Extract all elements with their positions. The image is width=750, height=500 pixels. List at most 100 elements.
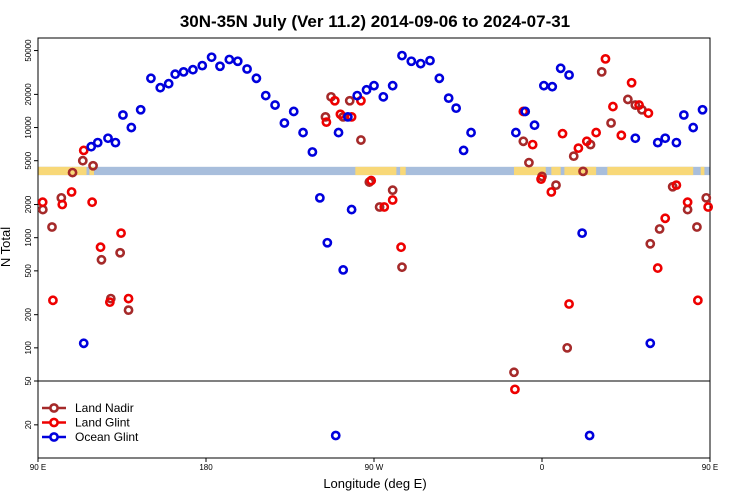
map-strip-land-segment — [400, 166, 406, 176]
data-point — [126, 122, 137, 133]
data-point — [369, 80, 379, 91]
data-point — [562, 342, 573, 353]
y-axis: 20 50 100 200 500 1000 2000 5000 10000 20000 50000 — [24, 39, 38, 429]
x-tick-label: 90 E — [30, 463, 46, 472]
data-point — [546, 187, 557, 197]
data-point — [406, 56, 417, 67]
legend-marker — [49, 417, 59, 428]
data-point — [270, 100, 280, 110]
data-point — [387, 195, 398, 205]
data-point — [692, 295, 703, 306]
data-point — [551, 180, 561, 191]
data-point — [322, 237, 333, 248]
data-point — [47, 222, 57, 232]
series-land-nadir — [37, 67, 712, 378]
data-point — [622, 94, 633, 105]
plot-frame — [37, 37, 711, 459]
data-point — [86, 141, 97, 152]
data-point — [197, 60, 208, 71]
map-strip-land-segment — [38, 166, 87, 176]
legend-label: Ocean Glint — [75, 430, 139, 444]
data-point — [178, 67, 189, 77]
map-strip-land-segment — [89, 166, 94, 176]
map-strip — [38, 166, 710, 176]
data-point — [155, 82, 166, 93]
data-point — [321, 117, 332, 128]
map-strip-land-segment — [607, 166, 694, 176]
data-point — [645, 338, 656, 349]
data-point — [123, 293, 134, 304]
data-point — [692, 222, 702, 232]
data-point — [538, 80, 549, 91]
data-point — [652, 263, 663, 273]
data-point — [288, 106, 299, 117]
data-point — [338, 265, 349, 275]
data-point — [361, 84, 372, 95]
data-point — [333, 127, 344, 138]
data-point — [260, 90, 271, 101]
legend-entry: Ocean Glint — [42, 430, 139, 444]
data-point — [251, 73, 262, 84]
data-point — [103, 133, 113, 144]
data-point — [634, 100, 644, 110]
data-point — [645, 238, 656, 249]
x-tick-label: 0 — [540, 463, 545, 472]
data-point — [88, 160, 98, 171]
data-point — [630, 100, 641, 110]
data-point — [66, 187, 77, 197]
legend-marker — [49, 432, 59, 442]
data-point — [78, 145, 89, 156]
data-point — [626, 77, 637, 88]
series-land-glint — [37, 53, 714, 395]
data-point — [279, 118, 290, 128]
x-tick-label: 90 E — [702, 463, 718, 472]
data-point — [206, 52, 217, 63]
data-point — [564, 70, 574, 80]
y-tick-label: 100 — [24, 341, 33, 355]
data-point — [298, 127, 308, 138]
data-point — [510, 127, 521, 138]
data-point — [320, 111, 331, 122]
data-point — [104, 297, 115, 308]
data-point — [434, 73, 445, 84]
y-tick-label: 50 — [24, 376, 33, 385]
map-strip-land-segment — [551, 166, 561, 176]
data-point — [547, 81, 558, 92]
data-point — [397, 50, 407, 61]
data-point — [135, 104, 146, 115]
data-point — [425, 55, 435, 66]
data-point — [703, 202, 714, 212]
data-point — [314, 192, 325, 203]
data-point — [346, 204, 357, 215]
data-point — [115, 247, 126, 258]
data-point — [37, 197, 48, 208]
data-point — [163, 78, 174, 89]
data-points — [37, 50, 714, 441]
data-point — [510, 384, 520, 395]
data-point — [701, 192, 712, 203]
data-point — [397, 262, 407, 273]
data-point — [330, 430, 341, 441]
data-point — [387, 80, 398, 91]
data-point — [557, 128, 568, 139]
legend-label: Land Glint — [75, 416, 130, 430]
y-tick-label: 20 — [24, 420, 33, 429]
data-point — [616, 130, 627, 141]
data-point — [329, 95, 340, 106]
data-point — [581, 136, 592, 147]
y-tick-label: 20000 — [24, 83, 33, 106]
y-tick-label: 50000 — [24, 39, 33, 62]
data-point — [374, 202, 385, 212]
data-point — [378, 91, 389, 102]
data-point — [606, 118, 616, 128]
chart-title: 30N-35N July (Ver 11.2) 2014-09-06 to 20… — [180, 12, 570, 31]
data-point — [600, 53, 611, 64]
data-point — [118, 110, 128, 120]
y-tick-label: 5000 — [24, 151, 33, 169]
x-tick-label: 180 — [199, 463, 213, 472]
data-point — [536, 174, 546, 185]
data-point — [346, 111, 357, 122]
map-strip-land-segment — [700, 166, 705, 176]
